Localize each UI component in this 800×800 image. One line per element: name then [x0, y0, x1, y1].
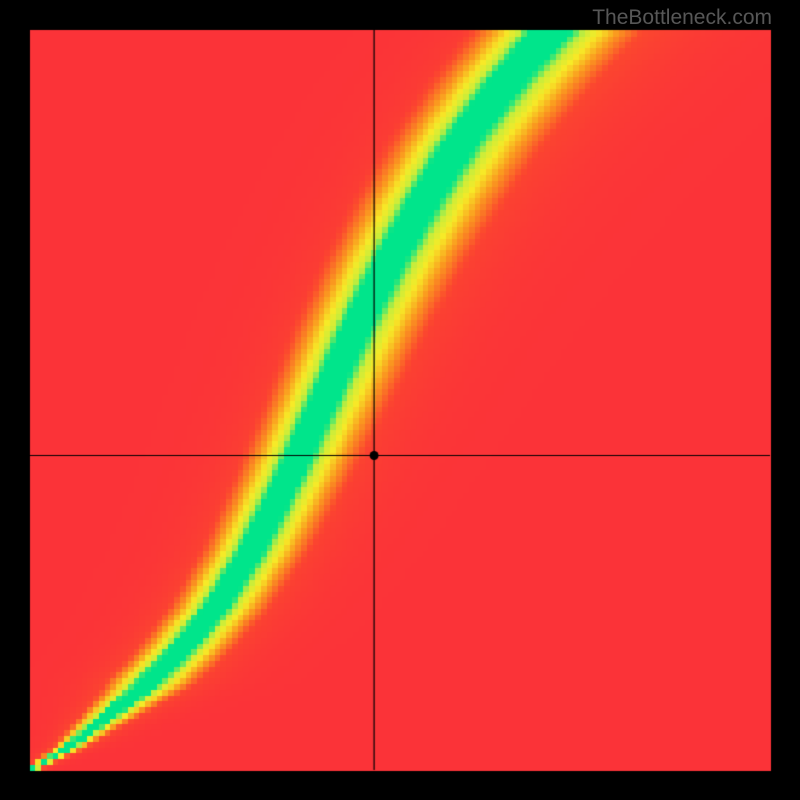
heatmap-canvas: [0, 0, 800, 800]
watermark-text: TheBottleneck.com: [592, 6, 772, 30]
chart-container: TheBottleneck.com: [0, 0, 800, 800]
